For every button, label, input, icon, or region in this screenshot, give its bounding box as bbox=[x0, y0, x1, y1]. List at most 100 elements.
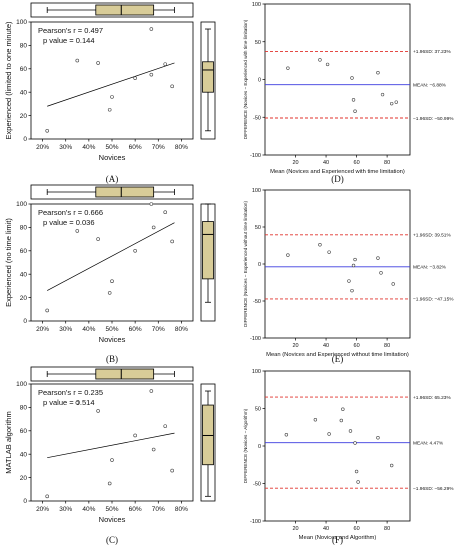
x-tick-label: 70% bbox=[152, 144, 165, 151]
x-tick-label: 50% bbox=[105, 326, 118, 333]
plot-frame bbox=[30, 21, 194, 140]
y-tick-label: 40 bbox=[20, 271, 28, 278]
data-point bbox=[133, 249, 137, 253]
x-box-iqr bbox=[95, 4, 155, 16]
x-tick-label: 40% bbox=[82, 144, 95, 151]
x-axis-label: Mean (Novices and Experienced without ti… bbox=[266, 352, 409, 358]
y-tick-label: 50 bbox=[255, 40, 261, 46]
x-tick-label: 80% bbox=[175, 326, 188, 333]
y-tick-label: 60 bbox=[20, 428, 28, 435]
x-tick-label: 60% bbox=[129, 506, 142, 513]
y-axis-label: Experienced (limited to one minute) bbox=[4, 21, 13, 139]
data-point bbox=[380, 92, 385, 97]
regression-line bbox=[47, 62, 175, 107]
x-tick-label: 20 bbox=[292, 343, 298, 349]
y-tick-label: 20 bbox=[20, 113, 28, 120]
plot-frame bbox=[30, 383, 194, 502]
data-point bbox=[107, 107, 112, 112]
y-tick-label: 0 bbox=[23, 318, 27, 325]
p-value-annotation: p value = 0.514 bbox=[43, 398, 95, 407]
upper-loa-label: +1.96SD: 37.23% bbox=[413, 49, 451, 55]
data-point bbox=[45, 308, 50, 313]
pearson-r-annotation: Pearson's r = 0.666 bbox=[38, 208, 103, 217]
data-point bbox=[163, 424, 168, 428]
data-point bbox=[96, 409, 100, 413]
x-tick-label: 20 bbox=[292, 526, 298, 532]
lower-loa-label: −1.96SD: −50.99% bbox=[413, 116, 454, 122]
panel-caption: (C) bbox=[106, 535, 118, 545]
plot-frame bbox=[264, 189, 411, 339]
data-point bbox=[318, 243, 322, 247]
data-point bbox=[353, 109, 357, 113]
y-tick-label: 100 bbox=[16, 381, 27, 388]
x-tick-label: 60 bbox=[354, 343, 360, 349]
data-point bbox=[149, 72, 154, 77]
x-tick-label: 20 bbox=[292, 160, 298, 166]
panel-f: 20 40 60 80 -100 -50 0 50 100 Mean (Novices and A… bbox=[243, 369, 454, 545]
x-tick-label: 70% bbox=[152, 326, 165, 333]
panel-caption: (F) bbox=[332, 535, 343, 545]
x-tick-label: 80 bbox=[384, 343, 390, 349]
x-tick-label: 60 bbox=[354, 160, 360, 166]
x-tick-label: 80 bbox=[384, 526, 390, 532]
panel-caption: (A) bbox=[106, 174, 119, 184]
x-tick-label: 60 bbox=[354, 526, 360, 532]
y-tick-label: -100 bbox=[250, 336, 261, 342]
x-tick-label: 50% bbox=[105, 506, 118, 513]
data-point bbox=[325, 62, 330, 67]
y-tick-label: 50 bbox=[255, 407, 261, 413]
data-point bbox=[45, 129, 50, 133]
lower-loa-label: −1.96SD: −56.29% bbox=[413, 486, 454, 492]
y-tick-label: 0 bbox=[258, 444, 261, 450]
data-point bbox=[75, 58, 80, 63]
y-tick-label: 60 bbox=[20, 66, 28, 73]
y-tick-label: 0 bbox=[23, 136, 27, 143]
x-tick-label: 30% bbox=[59, 506, 72, 513]
x-tick-label: 20% bbox=[36, 144, 49, 151]
data-point bbox=[107, 481, 112, 486]
x-tick-label: 80 bbox=[384, 160, 390, 166]
x-tick-label: 30% bbox=[59, 144, 72, 151]
y-box-iqr bbox=[202, 61, 214, 93]
x-axis-label: Novices bbox=[99, 335, 126, 344]
data-point bbox=[110, 458, 114, 462]
data-point bbox=[351, 98, 356, 102]
data-point bbox=[353, 257, 357, 262]
data-point bbox=[376, 436, 380, 440]
panel-b: 20% 30% 40% 50% 60% 70% 80% 0 20 40 60 80 100 Novices… bbox=[4, 184, 216, 364]
data-point bbox=[75, 229, 80, 233]
x-tick-label: 80% bbox=[175, 144, 188, 151]
regression-line bbox=[47, 222, 175, 291]
y-tick-label: 0 bbox=[258, 262, 261, 268]
data-point bbox=[170, 84, 174, 89]
regression-line bbox=[47, 432, 175, 459]
data-point bbox=[284, 433, 289, 437]
data-point bbox=[75, 400, 80, 405]
data-point bbox=[149, 27, 154, 31]
y-tick-label: -50 bbox=[253, 299, 261, 305]
x-tick-label: 40% bbox=[82, 326, 95, 333]
data-point bbox=[350, 76, 354, 80]
plot-frame bbox=[264, 3, 411, 156]
data-point bbox=[389, 101, 394, 106]
plot-frame bbox=[30, 203, 194, 322]
panel-a: 20% 30% 40% 50% 60% 70% 80% 0 20 40 60 80 100 Novices… bbox=[4, 2, 216, 184]
data-point bbox=[354, 469, 359, 474]
plot-frame bbox=[264, 370, 411, 522]
y-tick-label: 100 bbox=[16, 19, 27, 26]
y-tick-label: 60 bbox=[20, 248, 28, 255]
panel-c: 20% 30% 40% 50% 60% 70% 80% 0 20 40 60 80 100 Novices… bbox=[4, 366, 216, 545]
x-tick-label: 40 bbox=[323, 160, 329, 166]
pearson-r-annotation: Pearson's r = 0.497 bbox=[38, 26, 103, 35]
y-axis-label: DIFFERENCE (Novices − Experienced with t… bbox=[243, 19, 248, 139]
pearson-r-annotation: Pearson's r = 0.235 bbox=[38, 388, 103, 397]
x-tick-label: 40 bbox=[323, 526, 329, 532]
data-point bbox=[286, 66, 290, 70]
y-tick-label: 100 bbox=[252, 188, 261, 194]
y-tick-label: 50 bbox=[255, 225, 261, 231]
p-value-annotation: p value = 0.144 bbox=[43, 36, 95, 45]
p-value-annotation: p value = 0.036 bbox=[43, 218, 95, 227]
data-point bbox=[45, 494, 50, 499]
panel-caption: (B) bbox=[106, 354, 118, 364]
